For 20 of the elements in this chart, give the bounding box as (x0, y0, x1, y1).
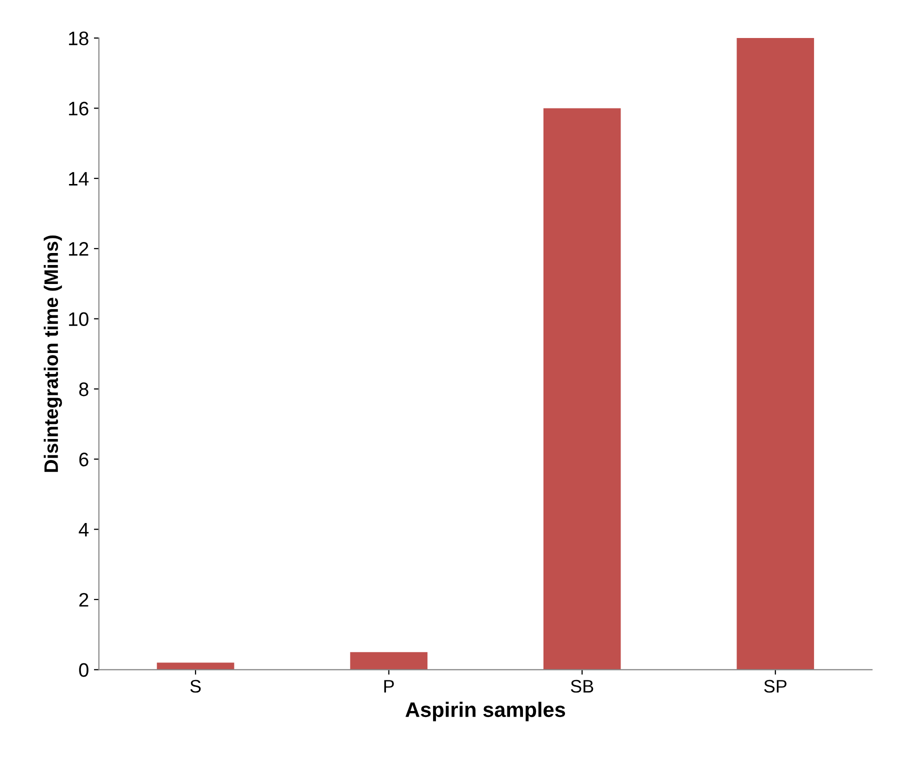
y-tick-label: 8 (79, 382, 88, 396)
y-tick-label: 18 (69, 32, 88, 46)
y-tick-label: 6 (79, 452, 88, 466)
bar (350, 652, 428, 670)
bar (156, 662, 234, 670)
x-tick-label: S (190, 680, 201, 693)
x-tick-label: P (384, 680, 394, 692)
y-tick-label: 14 (69, 172, 89, 186)
x-tick-label: SP (764, 680, 786, 693)
x-tick-label: SB (570, 680, 594, 693)
y-tick-label: 12 (69, 242, 88, 256)
y-tick-label: 0 (79, 663, 88, 677)
x-axis-title: Aspirin samples (406, 702, 566, 722)
y-tick-label: 2 (79, 592, 88, 607)
y-tick-label: 16 (69, 102, 88, 116)
bar (736, 38, 814, 670)
y-axis-title: Disintegration time (Mins) (44, 235, 62, 472)
y-tick-label: 10 (69, 312, 88, 326)
bar (543, 108, 621, 670)
y-tick-label: 4 (78, 522, 89, 536)
